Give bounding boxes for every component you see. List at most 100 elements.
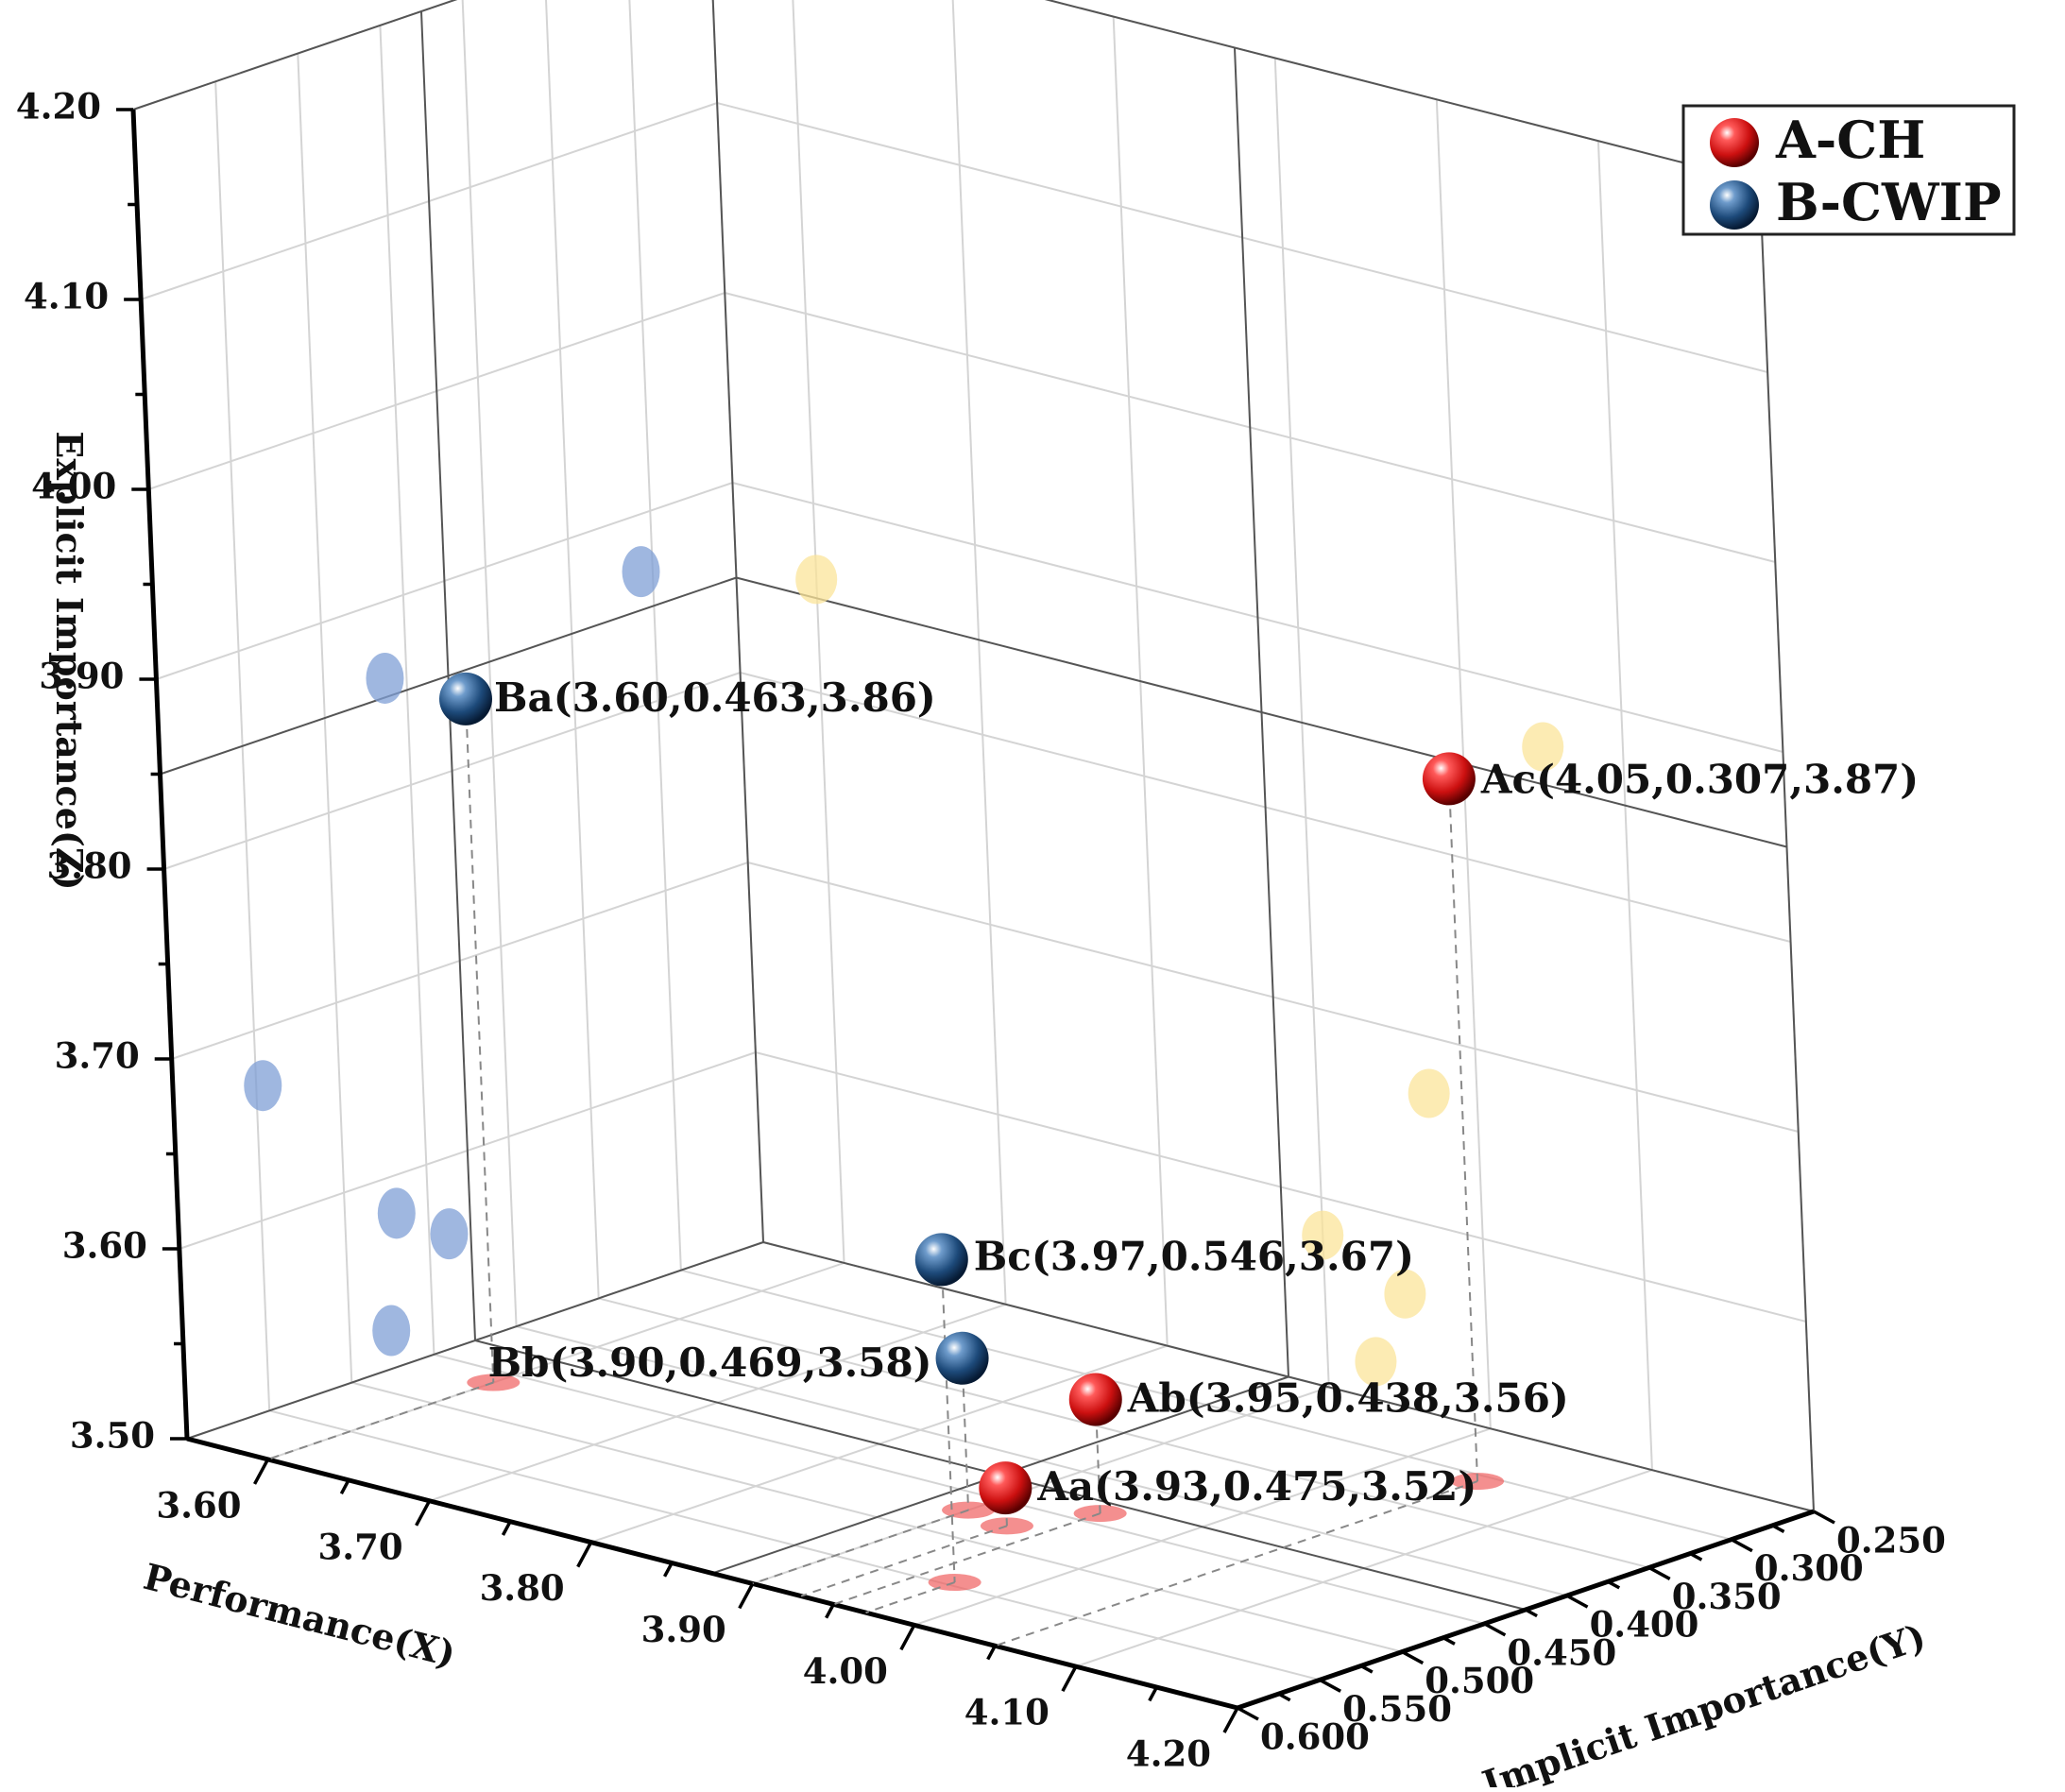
y-axis-minor-tick: [1771, 1524, 1785, 1533]
back-wall-projection: [1355, 1337, 1397, 1387]
y-axis-minor-tick: [1607, 1579, 1621, 1590]
z-axis-tick-label: 3.50: [70, 1415, 155, 1457]
z-axis-tick-label: 4.20: [16, 86, 101, 128]
drop-line: [832, 1512, 1101, 1606]
legend-marker-b-cwip: [1710, 180, 1759, 230]
mid-plane-line: [420, 10, 476, 1341]
data-label-Ab: Ab(3.95,0.438,3.56): [1127, 1375, 1569, 1422]
floor-projection: [928, 1574, 981, 1592]
legend-label-b-cwip: B-CWIP: [1776, 172, 2002, 232]
y-axis-minor-tick: [1359, 1664, 1374, 1674]
y-axis-major-tick: [1237, 1706, 1259, 1721]
back-wall-projection: [1522, 722, 1564, 772]
data-point-Bb: [935, 1331, 989, 1385]
x-axis-major-tick: [1222, 1707, 1239, 1733]
y-axis-tick-label: 0.350: [1672, 1576, 1782, 1617]
x-axis-minor-tick: [825, 1603, 835, 1619]
y-axis-major-tick: [1483, 1622, 1507, 1637]
x-axis-major-tick: [576, 1541, 593, 1568]
x-axis-tick-label: 3.80: [480, 1567, 565, 1609]
data-label-Bb: Bb(3.90,0.469,3.58): [488, 1340, 932, 1386]
data-label-Bc: Bc(3.97,0.546,3.67): [974, 1233, 1414, 1279]
drop-line: [1447, 778, 1479, 1482]
y-axis-tick-label: 0.550: [1342, 1688, 1452, 1730]
back-wall-projection: [1384, 1269, 1426, 1319]
z-axis-title: Explicit Importance(Z): [48, 431, 91, 890]
x-axis-major-tick: [1061, 1665, 1078, 1692]
x-axis-line: [186, 1436, 1238, 1711]
y-axis-tick-label: 0.450: [1507, 1631, 1616, 1673]
legend: A-CHB-CWIP: [1681, 104, 2016, 236]
grid-layer: [132, 0, 1815, 1709]
x-axis-tick-label: 3.90: [641, 1609, 726, 1650]
x-axis-major-tick: [415, 1499, 432, 1527]
back-wall-projection: [1408, 1068, 1450, 1118]
left-wall-projection: [366, 652, 404, 704]
y-axis-minor-tick: [1525, 1608, 1538, 1618]
projection-shadows: [244, 546, 1564, 1592]
x-axis-tick-label: 3.70: [317, 1526, 402, 1567]
drop-line: [865, 1581, 955, 1614]
y-axis-tick-label: 0.300: [1754, 1547, 1864, 1589]
z-axis-tick-label: 3.60: [62, 1225, 147, 1267]
legend-marker-a-ch: [1710, 118, 1759, 167]
data-label-Ba: Ba(3.60,0.463,3.86): [494, 674, 936, 721]
left-wall-projection: [372, 1305, 411, 1357]
y-axis-tick-label: 0.400: [1590, 1604, 1699, 1646]
x-axis-minor-tick: [501, 1520, 512, 1536]
left-wall-projection: [622, 546, 660, 598]
y-axis-minor-tick: [1689, 1552, 1703, 1562]
x-axis-tick-label: 4.00: [803, 1650, 888, 1692]
y-axis-minor-tick: [1442, 1636, 1456, 1646]
z-axis-tick-label: 3.90: [39, 656, 124, 697]
data-point-Ba: [438, 672, 492, 725]
axis-frame: [130, 0, 1815, 1711]
data-point-Ac: [1422, 752, 1476, 806]
x-axis-major-tick: [252, 1459, 270, 1485]
drop-line: [464, 698, 495, 1383]
data-label-Ac: Ac(4.05,0.307,3.87): [1480, 756, 1919, 802]
x-axis-minor-tick: [662, 1562, 674, 1578]
y-axis-major-tick: [1731, 1538, 1753, 1553]
x-axis-minor-tick: [1148, 1686, 1159, 1702]
drop-line: [961, 1357, 970, 1510]
data-label-Aa: Aa(3.93,0.475,3.52): [1036, 1463, 1476, 1510]
y-axis-major-tick: [1565, 1594, 1589, 1609]
x-axis-major-tick: [738, 1582, 755, 1610]
drop-line: [940, 1259, 956, 1583]
z-axis-tick-label: 4.10: [24, 276, 109, 317]
x-axis-tick-label: 4.20: [1126, 1733, 1211, 1775]
drop-line: [752, 1509, 969, 1585]
frame-edge: [1044, 0, 1761, 183]
frame-edge: [711, 0, 764, 1243]
left-wall-projection: [377, 1187, 416, 1239]
y-axis-major-tick: [1813, 1510, 1835, 1525]
y-axis-major-tick: [1319, 1678, 1341, 1693]
y-axis-tick-label: 0.500: [1425, 1660, 1534, 1701]
drop-line: [267, 1381, 494, 1460]
data-points: Aa(3.93,0.475,3.52) Ab(3.95,0.438,3.56) Ac…: [438, 672, 1919, 1515]
z-axis-tick-label: 3.70: [55, 1035, 140, 1077]
data-point-Aa: [979, 1461, 1032, 1515]
data-point-Bc: [914, 1233, 968, 1287]
left-wall-projection: [244, 1060, 282, 1112]
drop-lines: [267, 698, 1479, 1647]
y-axis-major-tick: [1401, 1650, 1425, 1665]
x-axis-minor-tick: [986, 1645, 997, 1661]
legend-label-a-ch: A-CH: [1775, 110, 1925, 170]
y-axis-tick-label: 0.250: [1836, 1520, 1946, 1562]
y-axis-major-tick: [1647, 1565, 1671, 1580]
drop-line: [995, 1480, 1478, 1647]
x-axis-minor-tick: [339, 1479, 350, 1494]
y-axis-minor-tick: [1277, 1692, 1291, 1702]
z-axis-tick-label: 4.00: [31, 466, 116, 507]
x-axis-tick-label: 4.10: [964, 1692, 1050, 1733]
x-axis-title: Performance(X): [140, 1555, 460, 1676]
grid-line: [545, 0, 600, 1299]
left-wall-projection: [430, 1208, 469, 1260]
grid-line: [1044, 0, 1761, 183]
axis-ticks: 3.503.603.703.803.904.004.104.203.603.70…: [16, 86, 1946, 1792]
mid-plane-line: [1234, 47, 1289, 1377]
grid-line: [461, 0, 518, 1327]
